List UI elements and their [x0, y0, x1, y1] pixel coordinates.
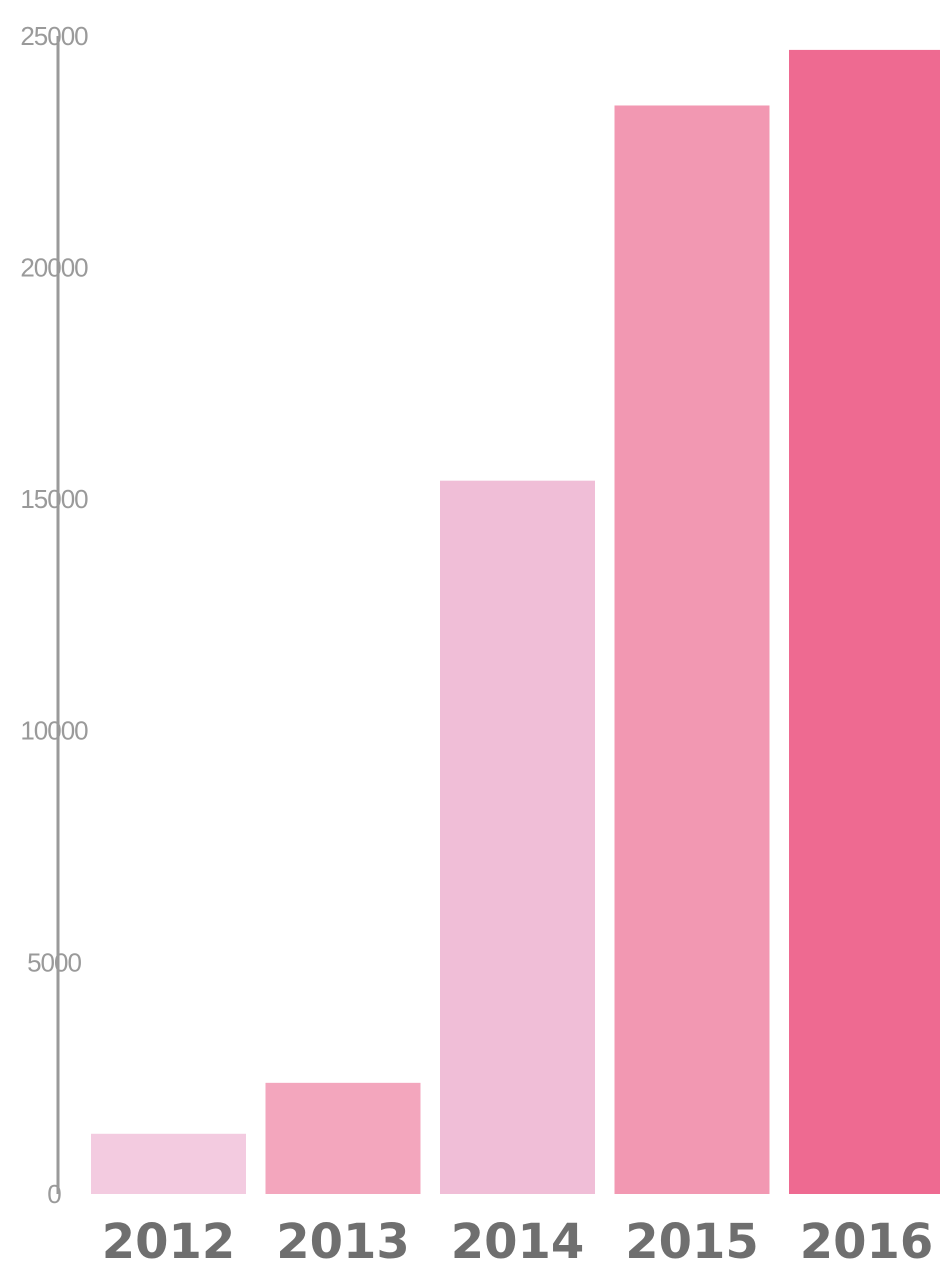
- y-ticks-group: 0 5000 10000 15000 20000 25000: [20, 21, 89, 1209]
- x-tick-label: 2015: [625, 1214, 759, 1267]
- bar-2013: [265, 1082, 421, 1194]
- y-tick-label: 25000: [20, 21, 88, 51]
- y-tick-label: 0: [47, 1179, 61, 1209]
- bar-2016: [789, 49, 940, 1195]
- y-tick-label: 10000: [20, 716, 88, 746]
- bar-2014: [440, 480, 595, 1194]
- x-tick-label: 2013: [276, 1214, 410, 1267]
- x-tick-label: 2014: [451, 1214, 585, 1267]
- x-tick-label: 2012: [102, 1214, 236, 1267]
- y-tick-label: 15000: [20, 484, 88, 514]
- bars-group: [91, 49, 940, 1195]
- bar-2012: [91, 1133, 246, 1194]
- x-labels-group: 2012 2013 2014 2015 2016: [102, 1214, 934, 1267]
- y-tick-label: 5000: [27, 947, 81, 977]
- bar-2015: [614, 105, 770, 1195]
- y-tick-label: 20000: [20, 252, 88, 282]
- x-tick-label: 2016: [800, 1214, 934, 1267]
